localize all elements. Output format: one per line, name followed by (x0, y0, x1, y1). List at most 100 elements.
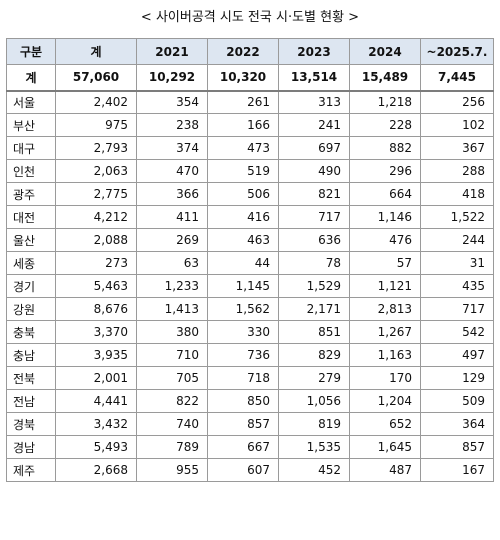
header-cell-2024: 2024 (349, 38, 421, 65)
table-row: 경남 5,493 789 667 1,535 1,645 857 (6, 435, 494, 459)
value-cell: 1,413 (136, 297, 208, 321)
table-row: 경북 3,432 740 857 819 652 364 (6, 412, 494, 436)
value-cell: 273 (55, 251, 137, 275)
header-row: 구분 계 2021 2022 2023 2024 ~2025.7. (6, 38, 494, 65)
table-row: 세종 273 63 44 78 57 31 (6, 251, 494, 275)
total-cell: 10,292 (136, 64, 208, 92)
header-cell-2025: ~2025.7. (420, 38, 494, 65)
value-cell: 821 (278, 182, 350, 206)
value-cell: 1,529 (278, 274, 350, 298)
region-cell: 충남 (6, 343, 56, 367)
total-cell: 10,320 (207, 64, 279, 92)
region-cell: 대구 (6, 136, 56, 160)
value-cell: 1,645 (349, 435, 421, 459)
value-cell: 1,056 (278, 389, 350, 413)
region-cell: 충북 (6, 320, 56, 344)
value-cell: 736 (207, 343, 279, 367)
region-cell: 울산 (6, 228, 56, 252)
table-row: 대전 4,212 411 416 717 1,146 1,522 (6, 205, 494, 229)
value-cell: 8,676 (55, 297, 137, 321)
table-row: 제주 2,668 955 607 452 487 167 (6, 458, 494, 482)
value-cell: 31 (420, 251, 494, 275)
value-cell: 850 (207, 389, 279, 413)
value-cell: 519 (207, 159, 279, 183)
value-cell: 1,121 (349, 274, 421, 298)
value-cell: 2,668 (55, 458, 137, 482)
value-cell: 380 (136, 320, 208, 344)
value-cell: 717 (278, 205, 350, 229)
table-row: 서울 2,402 354 261 313 1,218 256 (6, 90, 494, 114)
value-cell: 2,171 (278, 297, 350, 321)
value-cell: 718 (207, 366, 279, 390)
value-cell: 288 (420, 159, 494, 183)
value-cell: 170 (349, 366, 421, 390)
region-cell: 인천 (6, 159, 56, 183)
table-header: 구분 계 2021 2022 2023 2024 ~2025.7. (6, 38, 494, 65)
value-cell: 452 (278, 458, 350, 482)
region-cell: 강원 (6, 297, 56, 321)
value-cell: 411 (136, 205, 208, 229)
value-cell: 1,145 (207, 274, 279, 298)
table-row: 부산 975 238 166 241 228 102 (6, 113, 494, 137)
value-cell: 473 (207, 136, 279, 160)
value-cell: 330 (207, 320, 279, 344)
value-cell: 418 (420, 182, 494, 206)
value-cell: 2,813 (349, 297, 421, 321)
value-cell: 102 (420, 113, 494, 137)
value-cell: 652 (349, 412, 421, 436)
value-cell: 2,088 (55, 228, 137, 252)
value-cell: 238 (136, 113, 208, 137)
region-cell: 부산 (6, 113, 56, 137)
value-cell: 717 (420, 297, 494, 321)
value-cell: 2,775 (55, 182, 137, 206)
value-cell: 1,522 (420, 205, 494, 229)
value-cell: 506 (207, 182, 279, 206)
value-cell: 1,562 (207, 297, 279, 321)
value-cell: 497 (420, 343, 494, 367)
value-cell: 1,163 (349, 343, 421, 367)
total-cell: 57,060 (55, 64, 137, 92)
value-cell: 4,441 (55, 389, 137, 413)
table-row: 충남 3,935 710 736 829 1,163 497 (6, 343, 494, 367)
value-cell: 2,001 (55, 366, 137, 390)
total-row: 계 57,060 10,292 10,320 13,514 15,489 7,4… (6, 64, 494, 92)
value-cell: 1,204 (349, 389, 421, 413)
value-cell: 435 (420, 274, 494, 298)
total-cell: 7,445 (420, 64, 494, 92)
value-cell: 367 (420, 136, 494, 160)
total-cell: 13,514 (278, 64, 350, 92)
value-cell: 1,535 (278, 435, 350, 459)
value-cell: 857 (207, 412, 279, 436)
value-cell: 4,212 (55, 205, 137, 229)
value-cell: 44 (207, 251, 279, 275)
value-cell: 476 (349, 228, 421, 252)
table-row: 대구 2,793 374 473 697 882 367 (6, 136, 494, 160)
value-cell: 789 (136, 435, 208, 459)
value-cell: 256 (420, 90, 494, 114)
header-cell-total: 계 (55, 38, 137, 65)
value-cell: 5,463 (55, 274, 137, 298)
region-cell: 전북 (6, 366, 56, 390)
value-cell: 740 (136, 412, 208, 436)
value-cell: 822 (136, 389, 208, 413)
value-cell: 1,233 (136, 274, 208, 298)
value-cell: 129 (420, 366, 494, 390)
region-cell: 서울 (6, 90, 56, 114)
value-cell: 851 (278, 320, 350, 344)
value-cell: 3,432 (55, 412, 137, 436)
value-cell: 313 (278, 90, 350, 114)
value-cell: 667 (207, 435, 279, 459)
value-cell: 78 (278, 251, 350, 275)
table-row: 울산 2,088 269 463 636 476 244 (6, 228, 494, 252)
region-cell: 대전 (6, 205, 56, 229)
value-cell: 374 (136, 136, 208, 160)
page-title: < 사이버공격 시도 전국 시·도별 현황 > (140, 10, 360, 25)
table-row: 경기 5,463 1,233 1,145 1,529 1,121 435 (6, 274, 494, 298)
value-cell: 697 (278, 136, 350, 160)
table-row: 전북 2,001 705 718 279 170 129 (6, 366, 494, 390)
value-cell: 279 (278, 366, 350, 390)
value-cell: 366 (136, 182, 208, 206)
table-row: 충북 3,370 380 330 851 1,267 542 (6, 320, 494, 344)
table-row: 강원 8,676 1,413 1,562 2,171 2,813 717 (6, 297, 494, 321)
